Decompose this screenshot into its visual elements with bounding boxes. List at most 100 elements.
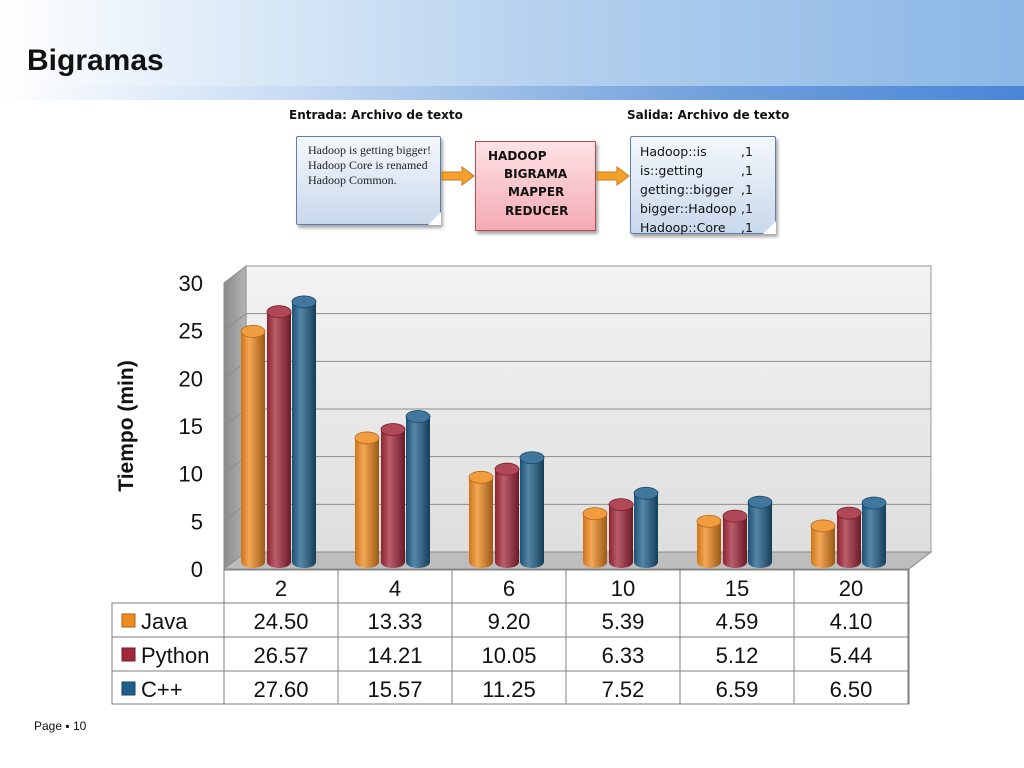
bar-body [292, 301, 316, 568]
bar-body [862, 503, 886, 568]
bar-python-4 [380, 423, 406, 568]
data-label: 27.60 [253, 677, 308, 702]
process-box: HADOOP BIGRAMA MAPPER REDUCER [475, 141, 596, 231]
legend-swatch [121, 613, 136, 628]
data-label: 5.44 [830, 643, 873, 668]
arrow-right-icon [596, 166, 630, 186]
bar-body [520, 457, 544, 568]
data-label: 24.50 [253, 609, 308, 634]
bar-cap [722, 509, 748, 523]
output-key: is::getting [640, 163, 704, 178]
bar-body [241, 331, 265, 568]
bar-body [697, 521, 721, 568]
bar-cap [266, 305, 292, 319]
bar-cap [582, 507, 608, 521]
data-label: 15.57 [367, 677, 422, 702]
bar-c-10 [633, 486, 659, 568]
x-tick-label: 15 [725, 576, 749, 601]
page-number-value: 10 [72, 719, 87, 733]
bar-python-6 [494, 462, 520, 568]
page-fold-icon [763, 221, 776, 234]
table-row [111, 602, 910, 638]
y-tick-label: 0 [191, 557, 203, 582]
bar-java-6 [468, 470, 494, 568]
bar-cap [405, 410, 431, 423]
y-tick-label: 20 [179, 366, 203, 391]
bar-c-15 [747, 495, 773, 568]
bar-java-15 [696, 514, 722, 568]
bar-cap [747, 495, 773, 509]
legend-swatch [121, 681, 136, 696]
output-value: ,1 [741, 182, 753, 197]
bar-body [381, 429, 405, 568]
data-label: 4.59 [716, 609, 759, 634]
bar-body [355, 437, 379, 568]
bar-cap [608, 498, 634, 512]
bar-cap [468, 470, 494, 484]
data-label: 6.50 [830, 677, 873, 702]
output-value: ,1 [741, 201, 753, 216]
x-tick-label: 20 [839, 576, 863, 601]
page-separator: ▪ [65, 719, 70, 733]
x-tick-label: 6 [503, 576, 515, 601]
bar-body [748, 502, 772, 568]
gridline [223, 313, 247, 332]
page-number: Page ▪ 10 [34, 719, 86, 733]
legend-swatch [121, 647, 136, 662]
header-strip [0, 86, 1024, 100]
bar-cap [240, 325, 266, 338]
bar-body [267, 311, 291, 568]
data-label: 10.05 [481, 643, 536, 668]
table-row [111, 636, 910, 672]
y-axis-label: Tiempo (min) [115, 360, 138, 491]
y-tick-label: 25 [179, 319, 203, 344]
bar-c-6 [519, 451, 545, 568]
bar-java-10 [582, 507, 608, 568]
y-tick-label: 30 [179, 271, 203, 296]
data-label: 7.52 [602, 677, 645, 702]
bar-cap [861, 496, 887, 510]
bar-body [469, 477, 493, 568]
x-tick-label: 2 [275, 576, 287, 601]
x-tick-label: 10 [611, 576, 635, 601]
table-row [111, 670, 910, 705]
bar-cap [494, 462, 520, 476]
bar-cap [810, 519, 836, 533]
data-label: 6.59 [716, 677, 759, 702]
bar-cap [836, 506, 862, 520]
legend-label: Java [141, 609, 188, 634]
bar-body [406, 416, 430, 568]
data-label: 11.25 [482, 677, 535, 702]
output-file-note: Hadoop::is ,1 is::getting ,1 getting::bi… [630, 136, 776, 235]
data-label: 6.33 [602, 643, 645, 668]
process-line: REDUCER [505, 204, 569, 218]
input-file-note: Hadoop is getting bigger! Hadoop Core is… [296, 136, 441, 225]
bar-c-4 [405, 410, 431, 568]
bar-c-20 [861, 496, 887, 568]
output-key: Hadoop::Core [640, 220, 726, 235]
process-line: BIGRAMA [504, 167, 568, 181]
data-label: 5.39 [602, 609, 645, 634]
bar-python-10 [608, 498, 634, 568]
data-label: 5.12 [716, 643, 759, 668]
bar-body [634, 493, 658, 568]
arrow-right-icon [441, 166, 475, 186]
output-key: bigger::Hadoop [640, 201, 737, 216]
output-key: Hadoop::is [640, 144, 707, 159]
data-label: 9.20 [488, 609, 531, 634]
output-value: ,1 [741, 163, 753, 178]
bar-cap [380, 423, 406, 436]
data-label: 13.33 [367, 609, 422, 634]
bar-cap [696, 514, 722, 528]
header-band [0, 0, 1024, 100]
bar-python-2 [266, 305, 292, 568]
input-caption: Entrada: Archivo de texto [289, 108, 463, 122]
bar-body [837, 513, 861, 568]
bar-cap [633, 486, 659, 500]
input-file-text: Hadoop is getting bigger! Hadoop Core is… [308, 143, 431, 187]
bar-java-20 [810, 519, 836, 568]
bar-cap [354, 431, 380, 445]
bar-body [723, 516, 747, 568]
y-tick-label: 15 [179, 414, 203, 439]
